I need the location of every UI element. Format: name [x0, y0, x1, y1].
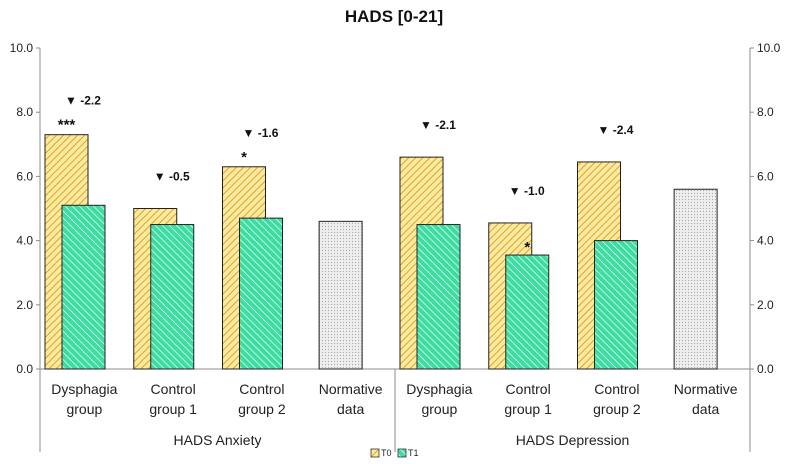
legend-label-t1: T1	[408, 448, 419, 458]
y-tick-label-right: 2.0	[757, 298, 774, 312]
x-category-label: group 2	[593, 401, 641, 417]
y-tick-label-left: 0.0	[16, 362, 33, 376]
t0-significance: ***	[58, 117, 76, 134]
y-tick-label-left: 8.0	[16, 105, 33, 119]
bar-normative	[318, 220, 363, 370]
x-category-label: Dysphagia	[406, 381, 472, 397]
down-triangle-icon: ▼	[65, 94, 80, 108]
legend: T0 T1	[370, 448, 419, 458]
change-value: -1.6	[258, 126, 279, 140]
change-value: -2.4	[613, 123, 634, 137]
x-category-label: group	[66, 401, 102, 417]
change-value: -0.5	[169, 170, 190, 184]
change-annotation: ▼ -2.2	[65, 94, 101, 108]
change-value: -2.1	[435, 118, 456, 132]
bar-t1	[505, 254, 550, 370]
bar-t1	[594, 240, 638, 370]
down-triangle-icon: ▼	[598, 123, 613, 137]
x-group-label: HADS Anxiety	[174, 432, 262, 448]
down-triangle-icon: ▼	[154, 170, 169, 184]
x-category-label: data	[692, 401, 719, 417]
x-category-label: Normative	[674, 381, 738, 397]
legend-swatch-t0	[370, 448, 380, 458]
axes: 0.0 0.0 2.0 2.0 4.0 4.0 6.0 6.0 8.0 8.0 10.0 10.0	[10, 41, 781, 452]
y-tick-label-right: 6.0	[757, 169, 774, 183]
y-tick-label-left: 4.0	[16, 234, 33, 248]
t0-significance: *	[241, 149, 247, 166]
down-triangle-icon: ▼	[243, 126, 258, 140]
bar-normative	[673, 188, 718, 370]
change-annotation: ▼ -1.0	[509, 184, 545, 198]
y-tick-label-left: 2.0	[16, 298, 33, 312]
bar-t1	[239, 217, 283, 370]
change-annotation: ▼ -2.1	[420, 118, 456, 132]
x-group-label: HADS Depression	[516, 432, 630, 448]
y-tick-label-right: 0.0	[757, 362, 774, 376]
chart-title: HADS [0-21]	[345, 7, 443, 26]
legend-swatch-t1	[397, 448, 407, 458]
y-tick-label-right: 10.0	[757, 41, 781, 55]
x-category-label: Control	[594, 381, 639, 397]
x-category-label: group 1	[504, 401, 552, 417]
legend-label-t0: T0	[381, 448, 392, 458]
x-category-label: Control	[151, 381, 196, 397]
change-annotation: ▼ -2.4	[598, 123, 634, 137]
bars	[44, 134, 718, 370]
change-annotation: ▼ -1.6	[243, 126, 279, 140]
y-tick-label-left: 6.0	[16, 169, 33, 183]
labels: *** ▼ -2.2 Dysphagia group ▼ -0.5 Control grou…	[51, 94, 737, 448]
change-annotation: ▼ -0.5	[154, 170, 190, 184]
change-value: -2.2	[80, 94, 101, 108]
x-category-label: Dysphagia	[51, 381, 117, 397]
x-category-label: Control	[506, 381, 551, 397]
t1-significance: *	[524, 239, 530, 256]
x-category-label: group 2	[238, 401, 286, 417]
down-triangle-icon: ▼	[509, 184, 524, 198]
x-category-label: data	[337, 401, 364, 417]
x-category-label: group 1	[149, 401, 197, 417]
y-tick-label-right: 4.0	[757, 234, 774, 248]
bar-t1	[416, 224, 461, 370]
change-value: -1.0	[524, 184, 545, 198]
x-category-label: group	[421, 401, 457, 417]
down-triangle-icon: ▼	[420, 118, 435, 132]
bar-t1	[150, 224, 195, 370]
x-category-label: Control	[239, 381, 284, 397]
bar-t1	[61, 204, 106, 370]
y-tick-label-right: 8.0	[757, 105, 774, 119]
y-tick-label-left: 10.0	[10, 41, 34, 55]
x-category-label: Normative	[319, 381, 383, 397]
